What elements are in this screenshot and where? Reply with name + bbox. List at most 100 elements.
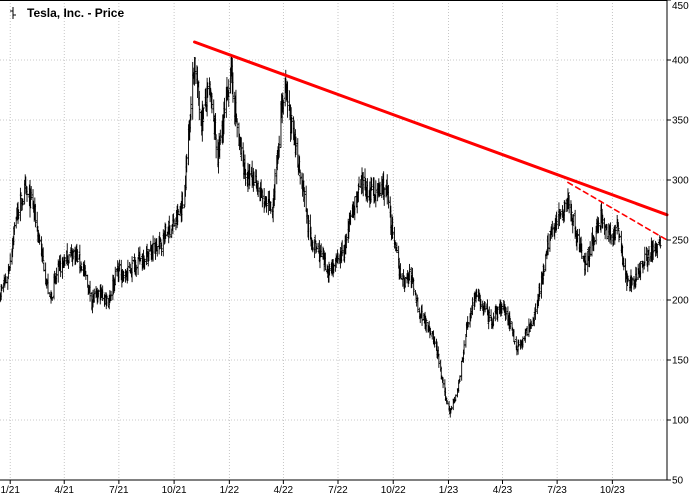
price-bar xyxy=(635,267,638,282)
price-bar xyxy=(193,56,197,85)
x-tick-label: 10/21 xyxy=(162,485,187,495)
price-bar xyxy=(101,285,104,301)
price-bar xyxy=(429,327,432,336)
price-bar xyxy=(298,169,302,185)
price-bar xyxy=(9,253,12,271)
price-bar xyxy=(164,223,167,239)
price-bar xyxy=(588,241,592,257)
price-bar xyxy=(271,198,275,223)
price-bar xyxy=(563,201,567,213)
trendline-dashed xyxy=(567,181,668,241)
x-tick-label: 4/23 xyxy=(493,485,513,495)
price-bar xyxy=(289,107,293,140)
price-bar xyxy=(374,180,378,208)
price-bar xyxy=(145,243,149,258)
price-bar xyxy=(408,263,411,281)
price-bar xyxy=(593,237,596,246)
price-bar xyxy=(160,242,163,256)
price-bar xyxy=(51,296,54,301)
price-bar xyxy=(135,264,138,277)
price-bar xyxy=(467,322,470,328)
price-bar xyxy=(286,81,289,118)
price-bar xyxy=(601,214,604,229)
price-bar xyxy=(336,253,340,264)
price-bar xyxy=(391,217,394,240)
price-bar xyxy=(504,307,508,320)
price-bar xyxy=(63,257,67,266)
price-bar xyxy=(0,284,4,291)
price-bar xyxy=(492,312,495,327)
price-bar xyxy=(147,248,151,262)
price-bar xyxy=(609,234,613,245)
price-bar xyxy=(425,318,428,333)
price-bar xyxy=(311,239,314,253)
price-bar xyxy=(168,225,172,239)
price-bar xyxy=(252,171,256,186)
price-bar xyxy=(594,225,598,245)
price-bar xyxy=(597,217,600,233)
price-bar xyxy=(555,211,558,231)
price-bar xyxy=(223,97,226,119)
price-bar xyxy=(219,129,222,145)
x-tick-label: 7/23 xyxy=(547,485,567,495)
price-bar xyxy=(93,288,96,303)
price-bar xyxy=(277,135,281,158)
price-bar xyxy=(404,277,407,288)
price-bar xyxy=(99,284,102,305)
price-bar xyxy=(576,229,579,243)
y-tick-label: 300 xyxy=(672,176,689,187)
x-tick-label: 4/22 xyxy=(274,485,294,495)
price-bar xyxy=(500,303,504,314)
price-bar xyxy=(416,297,420,313)
price-bar xyxy=(639,260,642,281)
price-bar xyxy=(38,234,41,245)
price-bar xyxy=(17,209,20,220)
x-tick-label: 10/23 xyxy=(600,485,625,495)
price-bar xyxy=(294,136,298,155)
price-bar xyxy=(202,107,205,120)
price-bar xyxy=(567,195,571,214)
price-bar xyxy=(88,280,92,302)
price-bar xyxy=(617,229,621,243)
price-bar xyxy=(189,96,193,121)
y-tick-label: 100 xyxy=(672,416,689,427)
x-tick-label: 4/21 xyxy=(55,485,75,495)
price-bar xyxy=(235,118,239,138)
price-bar xyxy=(450,405,453,410)
price-bar xyxy=(618,233,621,239)
price-bar xyxy=(559,209,562,220)
price-bar xyxy=(393,240,397,245)
price-bar xyxy=(79,261,83,273)
price-bar xyxy=(534,303,537,320)
price-bar xyxy=(479,299,483,309)
y-tick-label: 450 xyxy=(672,1,689,12)
price-bar xyxy=(163,230,166,245)
price-bar xyxy=(475,288,478,298)
x-tick-label: 7/22 xyxy=(328,485,348,495)
price-bar xyxy=(307,214,310,241)
price-bar xyxy=(114,266,117,286)
price-bar xyxy=(399,273,403,280)
price-bar xyxy=(139,257,142,262)
price-bar xyxy=(154,242,157,260)
price-bar xyxy=(126,259,130,281)
price-bar xyxy=(261,189,264,208)
price-bar xyxy=(210,93,214,114)
price-bar xyxy=(454,394,457,402)
price-bar xyxy=(471,297,474,316)
price-bar xyxy=(614,224,617,241)
price-bar xyxy=(122,270,125,282)
price-bar xyxy=(659,237,662,249)
price-bar xyxy=(433,336,436,348)
price-bar xyxy=(528,323,531,333)
price-bar xyxy=(19,192,23,196)
price-bar xyxy=(647,245,651,266)
y-tick-label: 150 xyxy=(672,356,689,367)
price-bar xyxy=(34,203,37,228)
trendline-solid xyxy=(193,40,669,217)
price-bar xyxy=(496,306,499,322)
price-bar xyxy=(378,181,382,197)
x-tick-label: 1/23 xyxy=(439,485,459,495)
